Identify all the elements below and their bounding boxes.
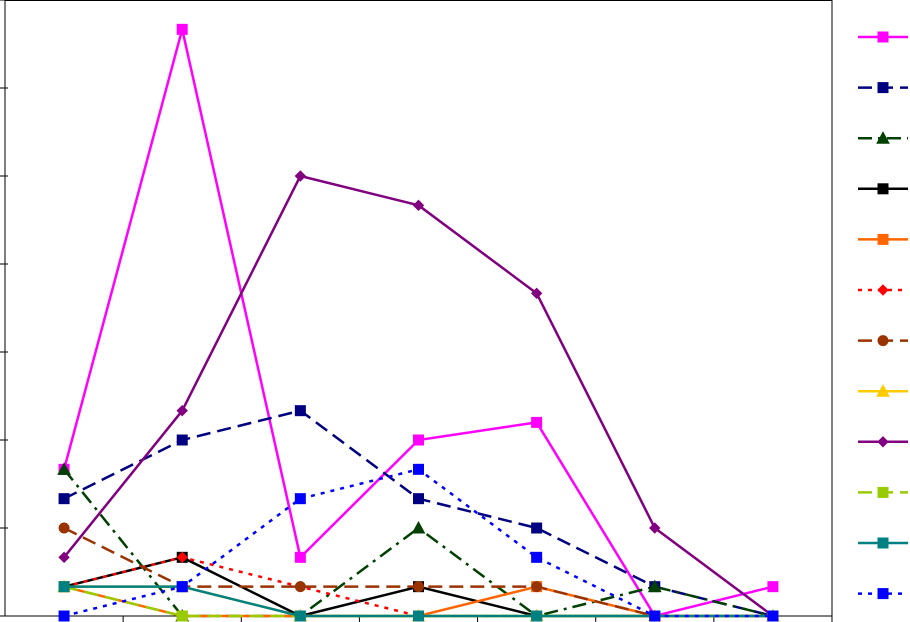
- marker: [877, 537, 889, 549]
- marker: [294, 170, 307, 182]
- marker: [531, 551, 543, 563]
- marker: [877, 486, 889, 498]
- marker: [877, 436, 889, 448]
- marker: [294, 551, 306, 563]
- legend-entry: [858, 31, 908, 43]
- marker: [413, 493, 424, 505]
- marker: [876, 131, 890, 144]
- marker: [58, 581, 70, 593]
- marker: [412, 199, 425, 212]
- marker: [649, 610, 661, 622]
- marker: [413, 434, 424, 446]
- marker: [294, 493, 306, 505]
- marker: [294, 581, 306, 593]
- marker: [176, 434, 188, 446]
- legend-entry: [858, 233, 908, 245]
- marker: [877, 233, 889, 245]
- marker: [57, 462, 71, 475]
- legend-entry: [858, 183, 908, 195]
- marker: [176, 551, 188, 564]
- marker: [649, 522, 661, 534]
- marker: [531, 522, 543, 534]
- marker: [413, 610, 424, 622]
- marker: [58, 551, 70, 564]
- marker: [647, 579, 662, 593]
- marker: [531, 610, 543, 622]
- marker: [877, 183, 889, 195]
- marker: [876, 384, 890, 397]
- marker: [411, 520, 426, 534]
- marker: [531, 416, 543, 428]
- marker: [413, 463, 424, 475]
- legend: [833, 1, 909, 617]
- marker: [294, 405, 306, 417]
- legend-entry: [858, 335, 908, 347]
- legend-entry: [858, 588, 908, 600]
- marker: [58, 493, 70, 505]
- marker: [767, 610, 779, 622]
- legend-entry: [858, 82, 908, 94]
- legend-entry: [858, 486, 908, 498]
- marker: [294, 610, 306, 622]
- marker: [877, 588, 889, 600]
- legend-entry: [858, 537, 908, 549]
- marker: [176, 581, 188, 593]
- marker: [176, 23, 188, 35]
- marker: [58, 610, 70, 622]
- marker: [531, 581, 543, 593]
- marker: [58, 522, 70, 534]
- legend-entry: [858, 284, 908, 296]
- marker: [413, 581, 424, 593]
- marker: [176, 404, 188, 417]
- marker: [877, 82, 889, 94]
- marker: [530, 287, 543, 300]
- marker: [877, 31, 889, 43]
- marker: [767, 581, 779, 593]
- legend-entry: [858, 131, 908, 144]
- marker: [176, 610, 188, 622]
- legend-entry: [858, 384, 908, 397]
- legend-box: [833, 1, 909, 617]
- marker: [877, 284, 889, 296]
- marker: [877, 335, 889, 347]
- legend-entry: [858, 436, 908, 448]
